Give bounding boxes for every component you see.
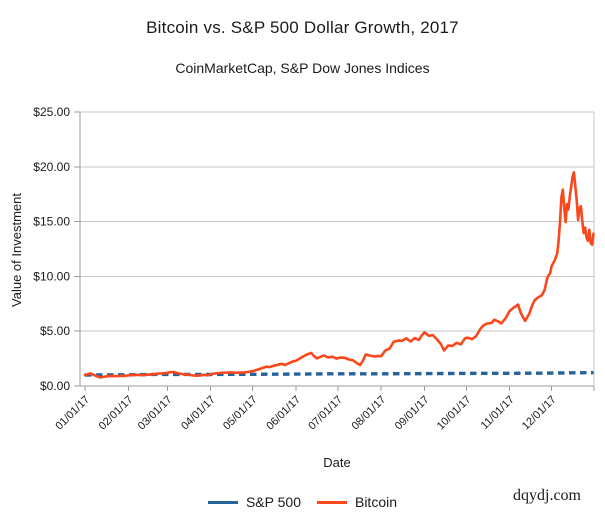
chart-title: Bitcoin vs. S&P 500 Dollar Growth, 2017 xyxy=(146,18,459,37)
y-axis-tick-label: $0.00 xyxy=(40,379,70,393)
x-axis-tick-label: 05/01/17 xyxy=(221,394,260,433)
y-axis-title: Value of Investment xyxy=(9,193,24,307)
y-axis-tick-label: $10.00 xyxy=(33,269,70,283)
x-axis-tick-label: 07/01/17 xyxy=(306,394,345,433)
sp500-line-swatch xyxy=(207,500,238,504)
chart-subtitle: CoinMarketCap, S&P Dow Jones Indices xyxy=(175,60,430,76)
x-axis-tick-label: 08/01/17 xyxy=(350,394,389,433)
x-axis-tick-label: 10/01/17 xyxy=(435,394,474,433)
legend-item-bitcoin: Bitcoin xyxy=(316,494,398,510)
bitcoin-line-swatch xyxy=(316,500,347,504)
x-axis-tick-label: 01/01/17 xyxy=(53,394,92,433)
y-axis-tick-label: $15.00 xyxy=(33,215,70,229)
x-axis-tick-label: 09/01/17 xyxy=(393,394,432,433)
y-axis-tick-label: $5.00 xyxy=(40,324,70,338)
sp500-line xyxy=(84,371,594,377)
x-axis-tick-label: 06/01/17 xyxy=(264,394,303,433)
x-axis-tick-label: 04/01/17 xyxy=(179,394,218,433)
legend-label-bitcoin: Bitcoin xyxy=(354,494,398,510)
legend-item-sp500: S&P 500 xyxy=(207,494,301,510)
x-axis-tick-label: 12/01/17 xyxy=(520,394,559,433)
legend-label-sp500: S&P 500 xyxy=(245,494,301,510)
legend: S&P 500 Bitcoin xyxy=(0,494,605,510)
y-axis-tick-label: $20.00 xyxy=(33,160,70,174)
x-axis-tick-label: 11/01/17 xyxy=(479,394,517,432)
watermark: dqydj.com xyxy=(513,487,581,504)
x-axis-tick-label: 02/01/17 xyxy=(97,394,136,433)
x-axis-title: Date xyxy=(323,455,351,470)
x-axis-tick-label: 03/01/17 xyxy=(136,394,175,433)
y-axis-tick-label: $25.00 xyxy=(33,105,70,119)
bitcoin-line xyxy=(83,171,595,379)
